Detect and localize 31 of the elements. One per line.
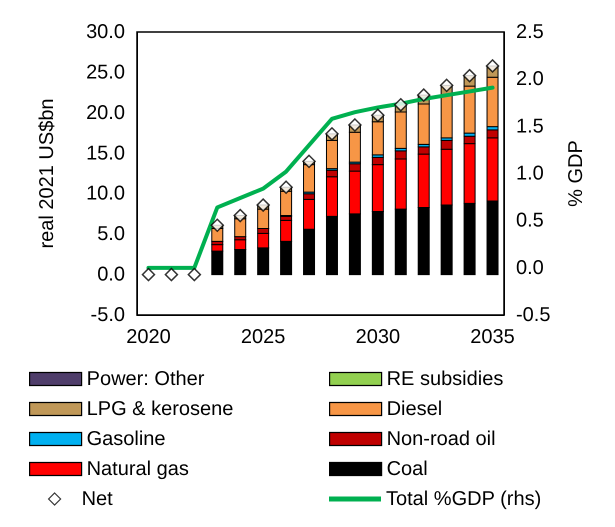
legend-label: Net [82,488,114,510]
y-tick-label: 5.0 [97,223,125,246]
y-tick-label: 30.0 [86,21,125,43]
legend-label: Natural gas [86,458,189,480]
legend-label: Total %GDP (rhs) [386,488,542,510]
legend-label: Gasoline [86,428,166,450]
legend-label: LPG & kerosene [86,398,234,420]
x-tick-label: 2025 [240,326,286,348]
y-axis-title: real 2021 US$bn [36,98,58,249]
y2-tick-label: 2.0 [516,68,544,90]
x-tick-label: 2030 [356,326,400,348]
y-tick-label: 25.0 [86,61,125,84]
y2-axis-title: % GDP [565,140,587,207]
y2-tick-label: 1.0 [516,162,544,184]
legend-label: Coal [386,458,428,480]
legend-label: Diesel [386,398,442,420]
y-tick-label: 0.0 [97,264,125,286]
legend-label: Power: Other [86,368,205,390]
x-tick-label: 2020 [126,326,171,348]
y2-tick-label: -0.5 [516,304,550,326]
y-tick-label: 15.0 [86,142,125,164]
x-tick-label: 2035 [470,326,515,348]
y2-tick-label: 0.0 [516,256,544,279]
y-tick-label: 10.0 [86,182,125,205]
y2-tick-label: 0.5 [516,210,544,232]
y-tick-label: -5.0 [90,304,125,326]
legend-label: Non-road oil [386,428,496,450]
y2-tick-label: 1.5 [516,115,544,138]
y2-tick-label: 2.5 [516,21,544,43]
legend-label: RE subsidies [386,368,504,390]
y-tick-label: 20.0 [86,102,125,124]
